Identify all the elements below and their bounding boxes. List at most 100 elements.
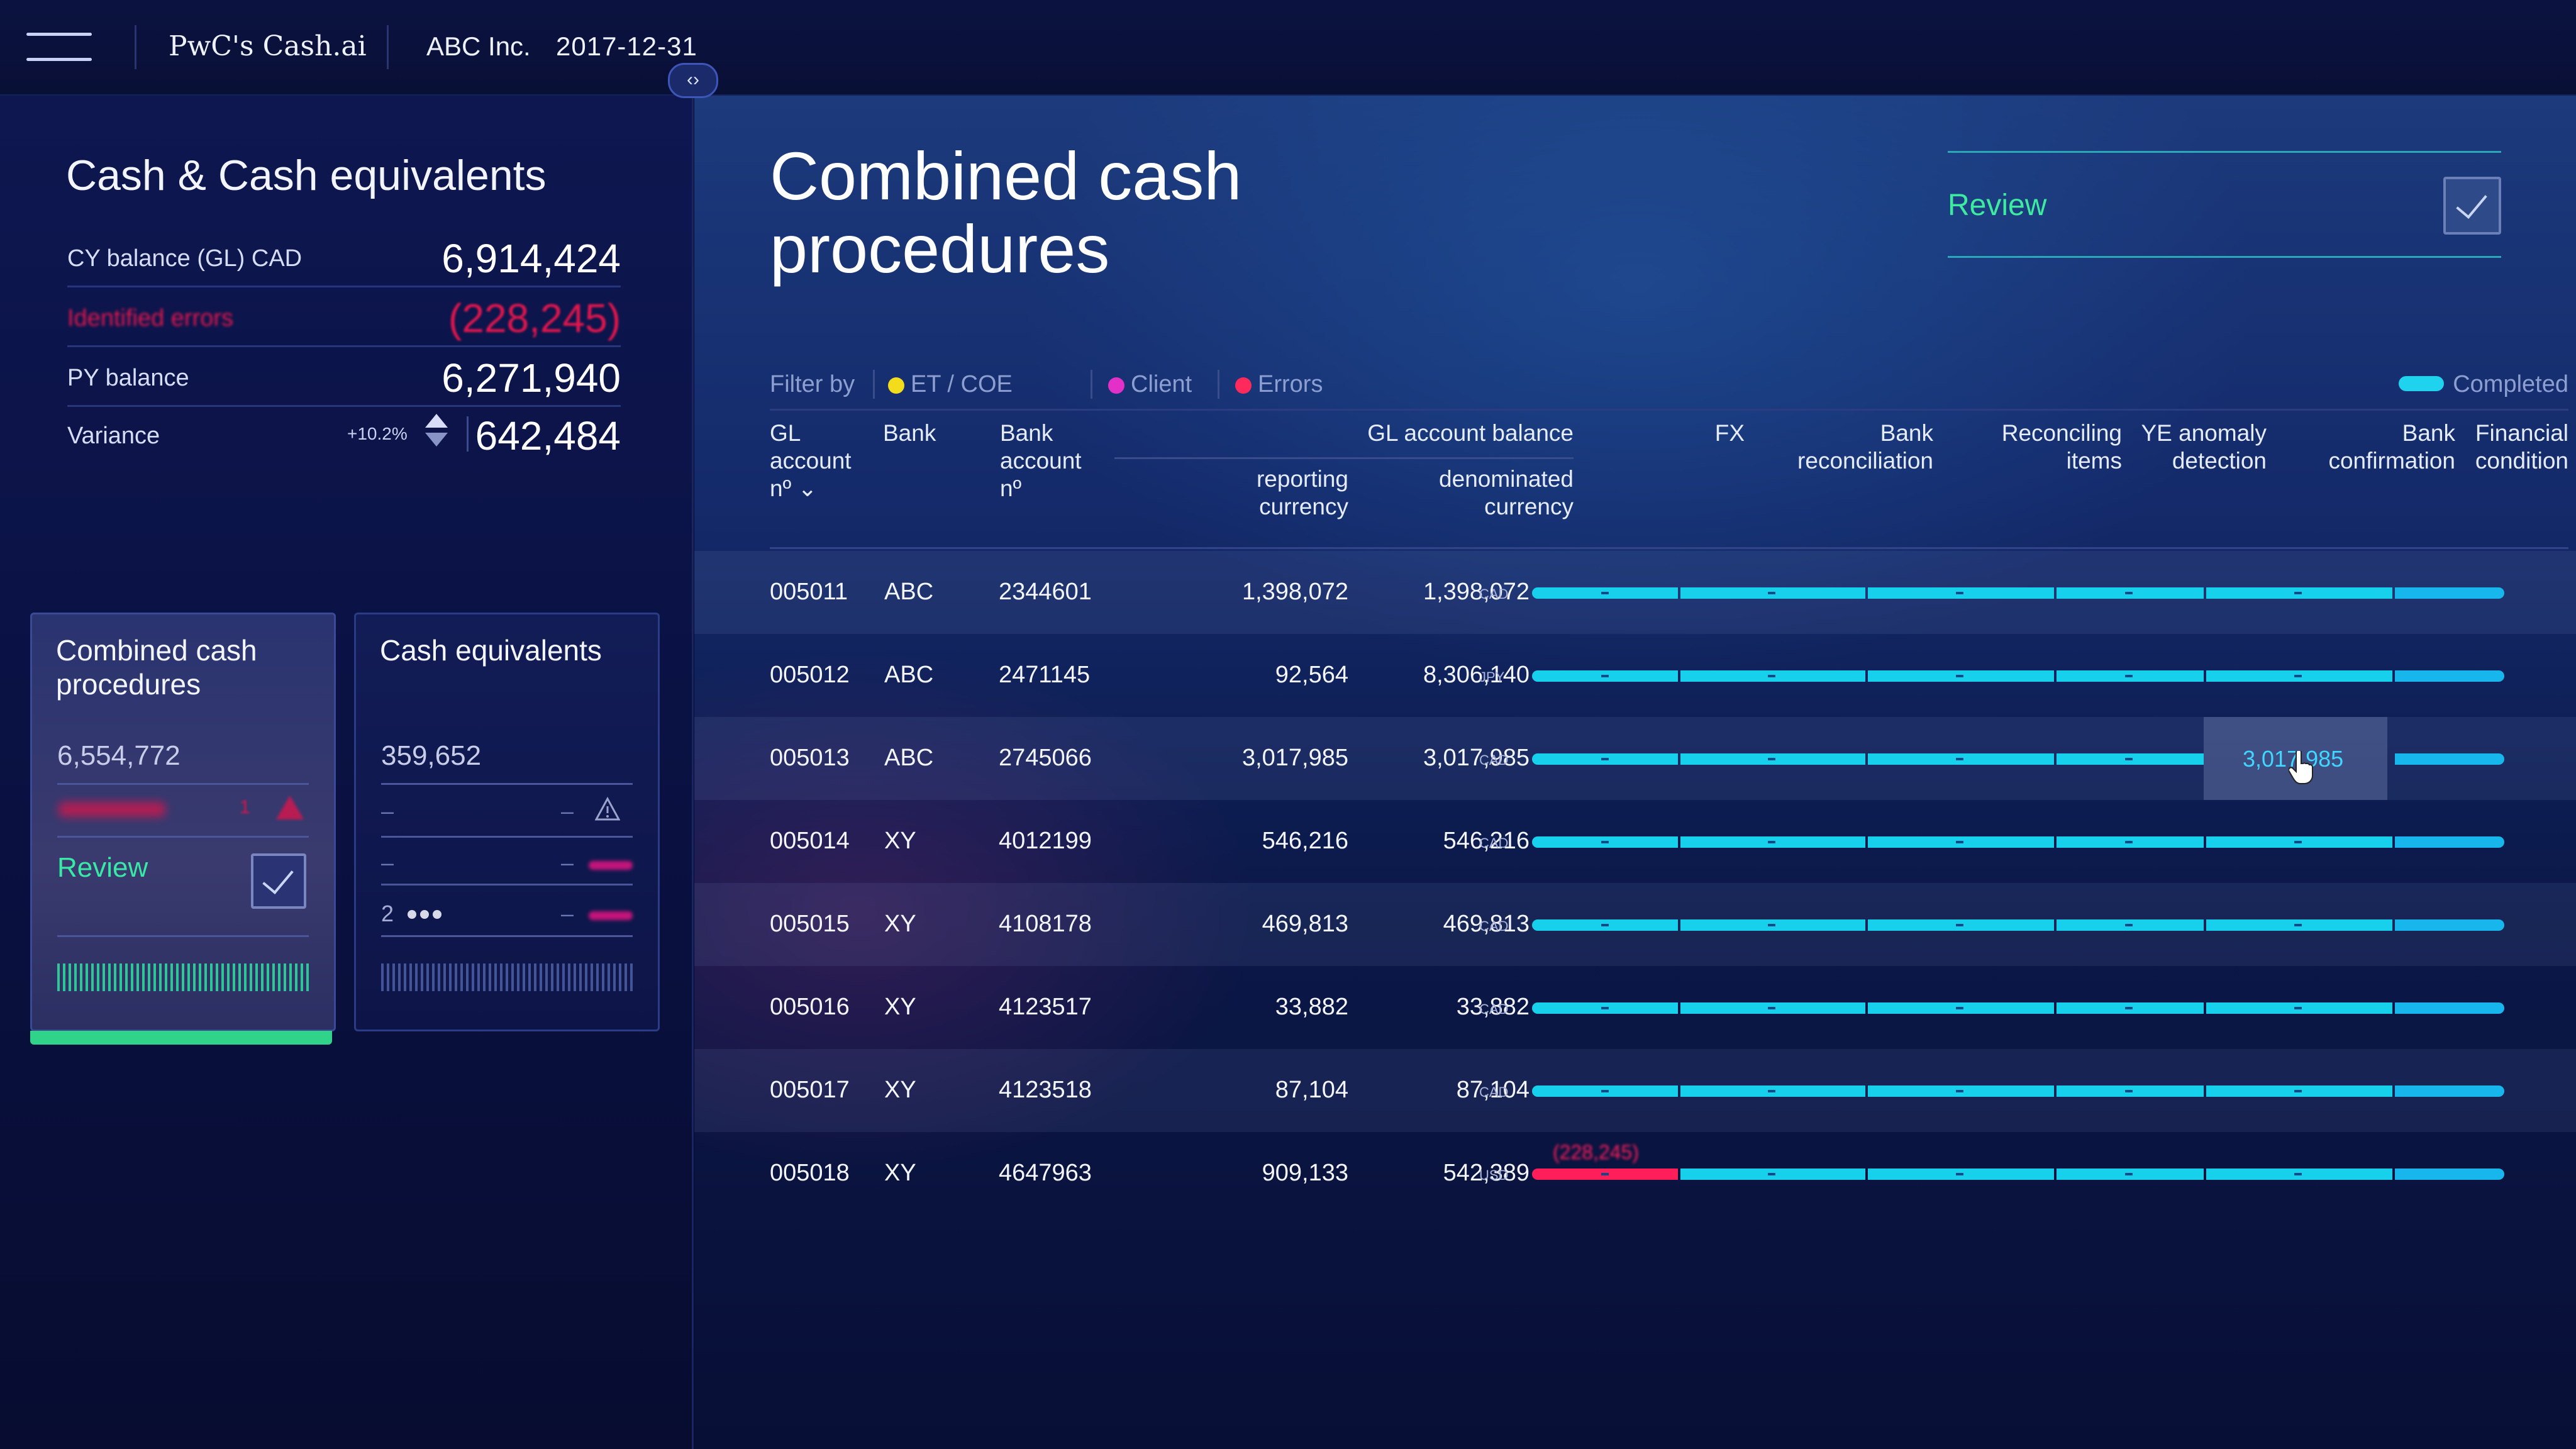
bar-marker	[2125, 924, 2133, 926]
bar-marker	[1601, 924, 1609, 926]
top-bar: PwC's Cash.ai ABC Inc. 2017-12-31	[0, 0, 2576, 96]
bank-cell: XY	[884, 1077, 916, 1103]
divider	[770, 409, 2568, 411]
divider	[381, 783, 633, 785]
filter-client[interactable]: Client	[1108, 371, 1192, 398]
gl-account-cell: 005011	[770, 579, 848, 605]
table-row[interactable]: 005016 XY 4123517 33,882 33,882 CAD	[694, 966, 2576, 1049]
bank-cell: XY	[884, 994, 916, 1020]
review-checkbox[interactable]	[251, 853, 306, 909]
bar-marker	[1768, 592, 1775, 594]
divider	[381, 836, 633, 838]
gl-account-cell: 005014	[770, 828, 850, 854]
currency-code: CAD	[1479, 1001, 1509, 1017]
col-bank: Bank	[883, 420, 936, 446]
bank-account-cell: 4123518	[999, 1077, 1092, 1103]
status-bar-segment[interactable]	[2395, 1085, 2504, 1097]
review-section: Review	[1948, 151, 2501, 258]
col-fx: FX	[1714, 420, 1745, 446]
denominated-currency-cell: 1,398,072	[1423, 579, 1530, 605]
table-row[interactable]: 005014 XY 4012199 546,216 546,216 CAD	[694, 800, 2576, 883]
table-row[interactable]: 005015 XY 4108178 469,813 469,813 CAD	[694, 883, 2576, 966]
table-row[interactable]: 005011 ABC 2344601 1,398,072 1,398,072 CAD	[694, 551, 2576, 634]
col-gl-account[interactable]: GL account nº ⌄	[770, 420, 852, 501]
bar-marker	[1956, 924, 1963, 926]
bank-cell: XY	[884, 828, 916, 854]
table-row[interactable]: 005013 ABC 2745066 3,017,985 3,017,985 CAD 3,0…	[694, 717, 2576, 800]
bar-marker	[2125, 1173, 2133, 1175]
bar-marker	[1768, 1007, 1775, 1009]
warning-icon	[276, 796, 304, 819]
status-bar-segment[interactable]	[2395, 587, 2504, 599]
py-balance-row: PY balance 6,271,940	[67, 347, 621, 407]
denominated-currency-cell: 8,306,140	[1423, 662, 1530, 688]
bar-marker	[1601, 1173, 1609, 1175]
card-amount: 359,652	[381, 740, 482, 771]
bar-marker	[2125, 592, 2133, 594]
collapse-toggle-icon[interactable]: ‹›	[668, 63, 718, 98]
table-row[interactable]: 005017 XY 4123518 87,104 87,104 CAD	[694, 1049, 2576, 1132]
bar-marker	[1601, 592, 1609, 594]
review-checkbox[interactable]	[2443, 177, 2501, 235]
denominated-currency-cell: 33,882	[1456, 994, 1530, 1020]
col-bank-account: Bank account nº	[1000, 420, 1082, 501]
card-title: Combined cash procedures	[56, 634, 257, 701]
dash: –	[381, 798, 394, 824]
currency-code: CAD	[1479, 586, 1509, 602]
denominated-currency-cell: 469,813	[1443, 911, 1530, 937]
table-row[interactable]: 005018 XY 4647963 909,133 542,389 USD (228,245…	[694, 1132, 2576, 1215]
variance-label: Variance	[67, 423, 160, 449]
bar-marker	[1601, 758, 1609, 760]
filter-et-coe[interactable]: ET / COE	[888, 371, 1013, 398]
divider	[873, 370, 875, 399]
col-gl-balance: GL account balance	[1367, 420, 1574, 446]
table-row[interactable]: 005012 ABC 2471145 92,564 8,306,140 JPY	[694, 634, 2576, 717]
status-bar-segment[interactable]	[2395, 919, 2504, 931]
cash-equivalents-card[interactable]: Cash equivalents 359,652 – – – – 2 –	[354, 613, 660, 1031]
bar-marker	[1601, 841, 1609, 843]
status-bar-segment[interactable]	[2395, 836, 2504, 848]
bar-marker	[1956, 675, 1963, 677]
progress-stripes	[381, 963, 633, 991]
status-bar-segment[interactable]	[2395, 1002, 2504, 1014]
bar-marker	[2294, 841, 2302, 843]
reporting-currency-cell: 3,017,985	[1241, 745, 1348, 771]
bar-marker	[1956, 1090, 1963, 1092]
bank-confirmation-value: 3,017,985	[2243, 746, 2344, 772]
bank-account-cell: 2344601	[999, 579, 1092, 605]
yellow-dot-icon	[888, 377, 904, 394]
period-date: 2017-12-31	[556, 31, 697, 61]
combined-cash-card[interactable]: Combined cash procedures 6,554,772 1 Rev…	[30, 613, 336, 1045]
currency-code: USD	[1479, 1167, 1509, 1183]
reporting-currency-cell: 909,133	[1262, 1160, 1348, 1186]
dash: –	[381, 850, 394, 875]
bar-marker	[2125, 841, 2133, 843]
col-bank-reconciliation: Bank reconciliation	[1797, 420, 1933, 474]
bar-marker	[1601, 675, 1609, 677]
divider	[57, 836, 309, 838]
filter-errors[interactable]: Errors	[1235, 371, 1323, 398]
divider	[467, 416, 469, 452]
identified-errors-row[interactable]: Identified errors (228,245)	[67, 287, 621, 347]
cy-balance-row: CY balance (GL) CAD 6,914,424	[67, 228, 621, 287]
status-bar-segment[interactable]	[2395, 753, 2504, 765]
status-bar-segment[interactable]	[2395, 1169, 2504, 1180]
menu-icon[interactable]	[26, 31, 92, 63]
reporting-currency-cell: 546,216	[1262, 828, 1348, 854]
status-bar-segment[interactable]	[2395, 670, 2504, 682]
panel-title: Cash & Cash equivalents	[66, 152, 547, 199]
bank-cell: XY	[884, 1160, 916, 1186]
reporting-currency-cell: 1,398,072	[1241, 579, 1348, 605]
dash: –	[561, 798, 574, 824]
gl-account-cell: 005013	[770, 745, 850, 771]
bank-account-cell: 4012199	[999, 828, 1092, 854]
divider	[1114, 457, 1574, 459]
bank-account-cell: 4108178	[999, 911, 1092, 937]
sort-arrows-icon[interactable]	[423, 411, 448, 452]
page-title: Combined cash procedures	[770, 138, 1242, 287]
progress-stripes	[57, 963, 309, 991]
dash: –	[561, 850, 574, 875]
denominated-currency-cell: 87,104	[1456, 1077, 1530, 1103]
bar-marker	[1768, 1090, 1775, 1092]
currency-code: CAD	[1479, 752, 1509, 768]
